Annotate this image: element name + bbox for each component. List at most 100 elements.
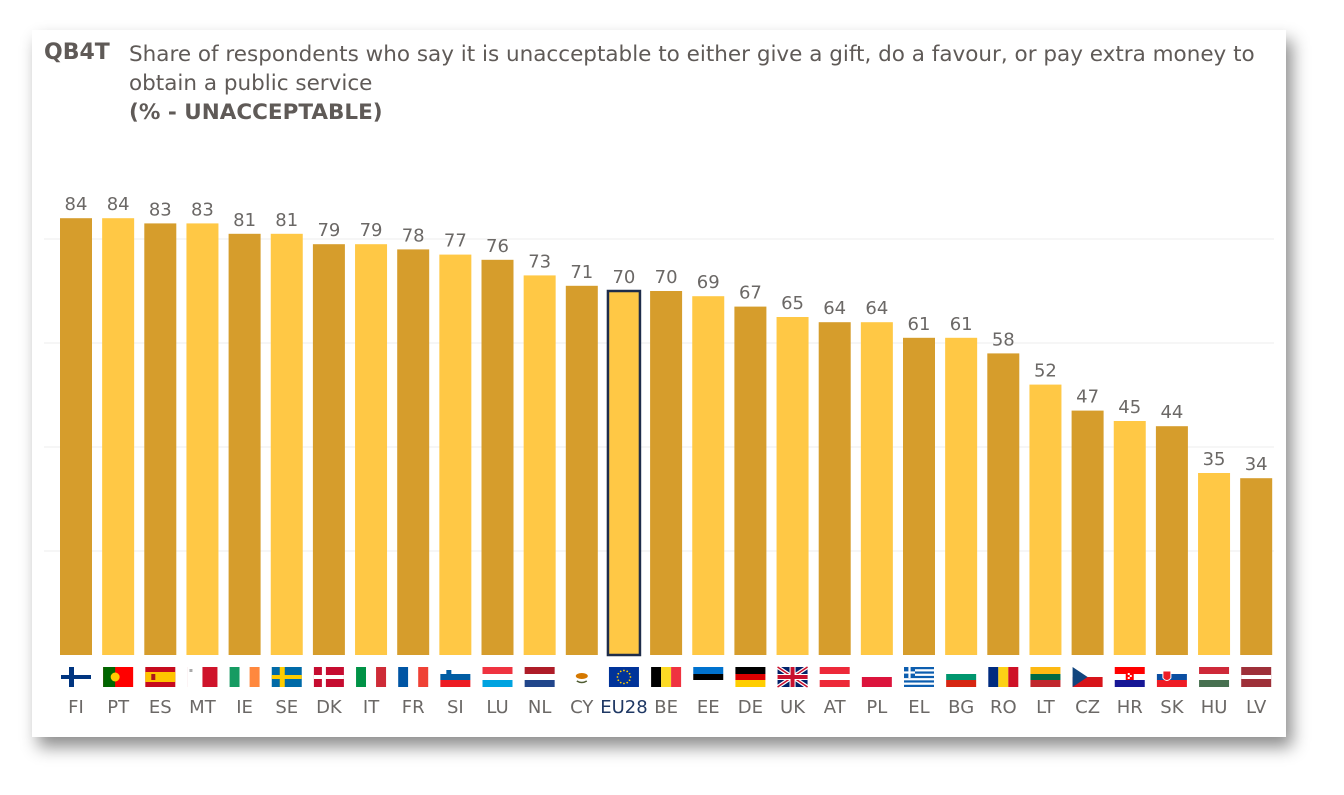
bar-cy: [565, 285, 598, 655]
netherlands-flag-icon: [524, 667, 555, 687]
denmark-flag-icon: [313, 667, 344, 687]
category-label: PL: [866, 697, 887, 718]
value-label: 71: [570, 262, 593, 283]
value-label: 83: [149, 199, 172, 220]
category-label: EE: [697, 697, 720, 718]
category-label: DK: [316, 697, 343, 718]
bar-it: [355, 244, 388, 655]
category-label: NL: [528, 697, 552, 718]
category-label: PT: [107, 697, 130, 718]
value-label: 58: [992, 329, 1015, 350]
poland-flag-icon: [861, 667, 892, 687]
bar-lt: [1029, 384, 1062, 655]
value-label: 70: [612, 267, 635, 288]
lithuania-flag-icon: [1030, 667, 1061, 687]
bar-hr: [1113, 421, 1146, 655]
malta-flag-icon: [187, 667, 218, 687]
category-label: HR: [1117, 697, 1143, 718]
bar-fr: [397, 249, 430, 655]
sweden-flag-icon: [271, 667, 302, 687]
bar-uk: [776, 317, 809, 655]
value-label: 84: [107, 194, 130, 215]
category-label: LV: [1246, 697, 1267, 718]
bar-ie: [228, 233, 261, 656]
finland-flag-icon: [61, 667, 91, 687]
luxembourg-flag-icon: [482, 667, 513, 687]
category-label: CY: [570, 697, 594, 718]
category-label: UK: [780, 697, 806, 718]
slovenia-flag-icon: [440, 667, 471, 687]
austria-flag-icon: [819, 667, 850, 687]
category-label: FR: [402, 697, 425, 718]
bar-nl: [523, 275, 556, 655]
value-label: 47: [1076, 387, 1099, 408]
bar-pl: [860, 322, 893, 655]
category-label: HU: [1201, 697, 1228, 718]
value-label: 34: [1245, 454, 1268, 475]
bar-de: [734, 306, 767, 655]
chart-card: QB4T Share of respondents who say it is …: [32, 30, 1286, 737]
category-label: RO: [990, 697, 1017, 718]
category-label: EU28: [600, 697, 647, 718]
category-label: ES: [149, 697, 172, 718]
category-label: BG: [948, 697, 974, 718]
category-label: EL: [908, 697, 929, 718]
value-label: 78: [402, 225, 425, 246]
bulgaria-flag-icon: [946, 667, 977, 687]
hungary-flag-icon: [1199, 667, 1230, 687]
value-label: 61: [908, 314, 931, 335]
bar-cz: [1071, 410, 1104, 655]
bar-dk: [312, 244, 345, 655]
category-label: SK: [1160, 697, 1184, 718]
value-label: 35: [1203, 449, 1226, 470]
bar-hu: [1198, 473, 1231, 655]
value-label: 83: [191, 199, 214, 220]
bar-eu28: [606, 289, 642, 657]
romania-flag-icon: [988, 667, 1019, 687]
bar-el: [903, 337, 935, 655]
category-label: SE: [275, 697, 298, 718]
value-label: 67: [739, 283, 762, 304]
cyprus-flag-icon: [566, 667, 597, 687]
category-label: FI: [68, 697, 84, 718]
latvia-flag-icon: [1241, 667, 1272, 687]
czechia-flag-icon: [1072, 667, 1103, 687]
category-label: AT: [824, 697, 847, 718]
bar-es: [144, 223, 177, 655]
chart-question: Share of respondents who say it is unacc…: [129, 42, 1255, 96]
bar-lu: [481, 259, 514, 655]
value-label: 70: [655, 267, 678, 288]
value-label: 65: [781, 293, 804, 314]
value-label: 64: [865, 298, 888, 319]
ireland-flag-icon: [229, 667, 260, 687]
category-label: BE: [654, 697, 678, 718]
bar-se: [270, 233, 303, 656]
greece-flag-icon: [904, 667, 934, 687]
estonia-flag-icon: [693, 667, 724, 687]
bar-chart: 84 FI 84 PT 83 ES 83 MT 81 IE 81 SE 79 DK 79 IT 78 FR 77 SI…: [44, 194, 1274, 718]
belgium-flag-icon: [651, 667, 682, 687]
france-flag-icon: [398, 667, 429, 687]
value-label: 45: [1118, 397, 1141, 418]
value-label: 79: [317, 220, 340, 241]
bar-ro: [987, 353, 1020, 655]
value-label: 61: [950, 314, 973, 335]
value-label: 73: [528, 251, 551, 272]
croatia-flag-icon: [1114, 667, 1145, 687]
category-label: CZ: [1075, 697, 1100, 718]
italy-flag-icon: [356, 667, 387, 687]
eu-flag-icon: [608, 667, 639, 687]
category-label: SI: [447, 697, 464, 718]
bar-be: [650, 291, 683, 655]
spain-flag-icon: [145, 667, 176, 687]
category-label: IE: [236, 697, 253, 718]
bar-bg: [945, 337, 978, 655]
uk-flag-icon: [776, 665, 809, 689]
value-label: 79: [360, 220, 383, 241]
category-label: MT: [189, 697, 217, 718]
slovakia-flag-icon: [1156, 667, 1187, 687]
portugal-flag-icon: [103, 667, 134, 687]
value-label: 81: [275, 210, 298, 231]
bar-lv: [1240, 478, 1273, 655]
bar-mt: [186, 223, 219, 655]
